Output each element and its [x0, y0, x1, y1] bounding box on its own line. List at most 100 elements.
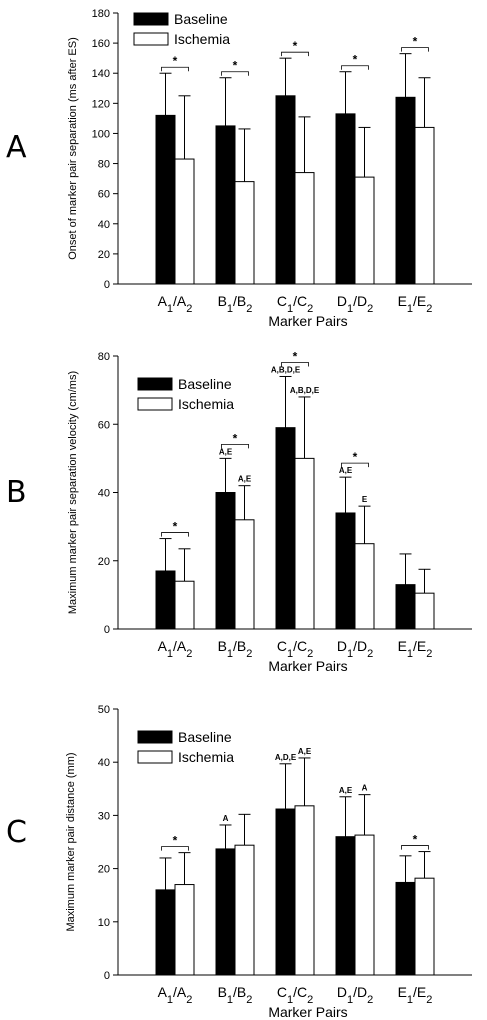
baseline-bar [215, 848, 236, 976]
ischemia-bar [174, 580, 195, 630]
x-tick-label: A1/A2 [158, 638, 193, 660]
significance-star: * [353, 53, 358, 67]
significance-star: * [413, 35, 418, 49]
baseline-annotation: A [223, 814, 229, 823]
x-tick-label: D1/D2 [337, 984, 373, 1006]
y-tick-label: 0 [104, 279, 110, 291]
x-tick-label: C1/C2 [277, 293, 313, 315]
significance-bracket [161, 66, 189, 72]
x-tick-label: E1/E2 [398, 638, 433, 660]
legend-label-ischemia: Ischemia [178, 749, 234, 765]
baseline-annotation: A,D,E [275, 753, 297, 762]
ischemia-annotation: E [362, 495, 368, 504]
baseline-bar [155, 889, 176, 976]
baseline-bar [335, 113, 356, 285]
ischemia-bar [354, 176, 375, 285]
ischemia-bar [294, 805, 315, 976]
baseline-bar [395, 881, 416, 976]
y-tick-label: 40 [98, 219, 110, 231]
panel-a: A 0 20 40 60 80 100 120 140 160 180 Onset of marke… [0, 0, 487, 340]
legend-label-baseline: Baseline [178, 376, 232, 392]
y-tick-label: 0 [104, 970, 110, 982]
ischemia-bar [414, 592, 435, 630]
baseline-bar [335, 512, 356, 630]
y-tick-label: 80 [98, 159, 110, 171]
x-tick-label: B1/B2 [218, 638, 253, 660]
y-tick-label: 20 [98, 249, 110, 261]
panel-b: B 0 20 40 60 80 Maximum marker pair separatio… [0, 340, 487, 680]
y-tick-label: 0 [104, 624, 110, 636]
legend-swatch-baseline [133, 12, 169, 26]
x-tick-label: A1/A2 [158, 984, 193, 1006]
chart-c: 0 10 20 30 40 50 Maximum marker pair distance … [65, 704, 472, 1020]
x-tick-label: A1/A2 [158, 293, 193, 315]
chart-b: 0 20 40 60 80 Maximum marker pair separation … [67, 349, 472, 674]
significance-bracket [161, 846, 189, 851]
baseline-annotation: A,E [339, 466, 353, 475]
baseline-annotation: A,E [219, 447, 233, 456]
significance-bracket [281, 51, 309, 57]
significance-bracket [401, 47, 429, 52]
x-tick-label: E1/E2 [398, 293, 433, 315]
baseline-bar [215, 125, 236, 285]
x-tick-label: D1/D2 [337, 638, 373, 660]
baseline-bar [215, 492, 236, 630]
x-tick-label: C1/C2 [277, 984, 313, 1006]
baseline-annotation: A,B,D,E [271, 365, 301, 374]
y-tick-label: 30 [98, 810, 110, 822]
significance-star: * [413, 833, 418, 847]
baseline-bar [395, 96, 416, 285]
legend-swatch-ischemia [137, 397, 173, 411]
panel-letter-a: A [6, 130, 27, 165]
baseline-bar [335, 836, 356, 976]
baseline-bar [155, 114, 176, 285]
y-tick-label: 40 [98, 757, 110, 769]
ischemia-bar [234, 519, 255, 630]
y-tick-label: 80 [98, 351, 110, 363]
significance-bracket [281, 362, 309, 367]
significance-bracket [401, 845, 429, 850]
x-tick-label: C1/C2 [277, 638, 313, 660]
x-tick-label: D1/D2 [337, 293, 373, 315]
panel-letter-b: B [6, 475, 27, 510]
x-tick-label: E1/E2 [398, 984, 433, 1006]
panel-letter-c: C [6, 815, 27, 850]
x-axis-title: Marker Pairs [268, 658, 347, 674]
y-tick-label: 60 [98, 419, 110, 431]
significance-bracket [221, 71, 249, 76]
y-axis-title: Onset of marker pair separation (ms afte… [67, 37, 79, 260]
baseline-bar [275, 427, 296, 630]
ischemia-bar [174, 884, 195, 976]
ischemia-annotation: A [362, 784, 368, 793]
significance-star: * [233, 431, 238, 445]
legend-label-ischemia: Ischemia [178, 396, 234, 412]
baseline-bar [395, 584, 416, 630]
ischemia-bar [174, 158, 195, 285]
ischemia-bar [414, 126, 435, 285]
panel-c: C 0 10 20 30 40 50 Maximum marker pair distanc… [0, 680, 487, 1020]
y-tick-label: 10 [98, 917, 110, 929]
legend-label-ischemia: Ischemia [174, 31, 230, 47]
significance-star: * [293, 349, 298, 363]
ischemia-annotation: A,E [298, 747, 312, 756]
significance-star: * [233, 59, 238, 73]
x-tick-label: B1/B2 [218, 984, 253, 1006]
significance-bracket [341, 65, 369, 70]
ischemia-bar [354, 543, 375, 630]
legend-label-baseline: Baseline [174, 11, 228, 27]
baseline-annotation: A,E [339, 786, 353, 795]
ischemia-annotation: A,B,D,E [290, 386, 320, 395]
y-tick-label: 180 [92, 8, 110, 20]
legend-swatch-ischemia [137, 750, 173, 764]
y-axis-title: Maximum marker pair separation velocity … [67, 371, 79, 614]
legend-label-baseline: Baseline [178, 729, 232, 745]
y-tick-label: 120 [92, 98, 110, 110]
ischemia-annotation: A,E [238, 475, 252, 484]
y-tick-label: 100 [92, 128, 110, 140]
x-axis-title: Marker Pairs [268, 313, 347, 329]
significance-star: * [293, 39, 298, 53]
significance-bracket [221, 443, 249, 449]
significance-bracket [161, 532, 189, 537]
y-tick-label: 40 [98, 488, 110, 500]
baseline-bar [275, 95, 296, 285]
